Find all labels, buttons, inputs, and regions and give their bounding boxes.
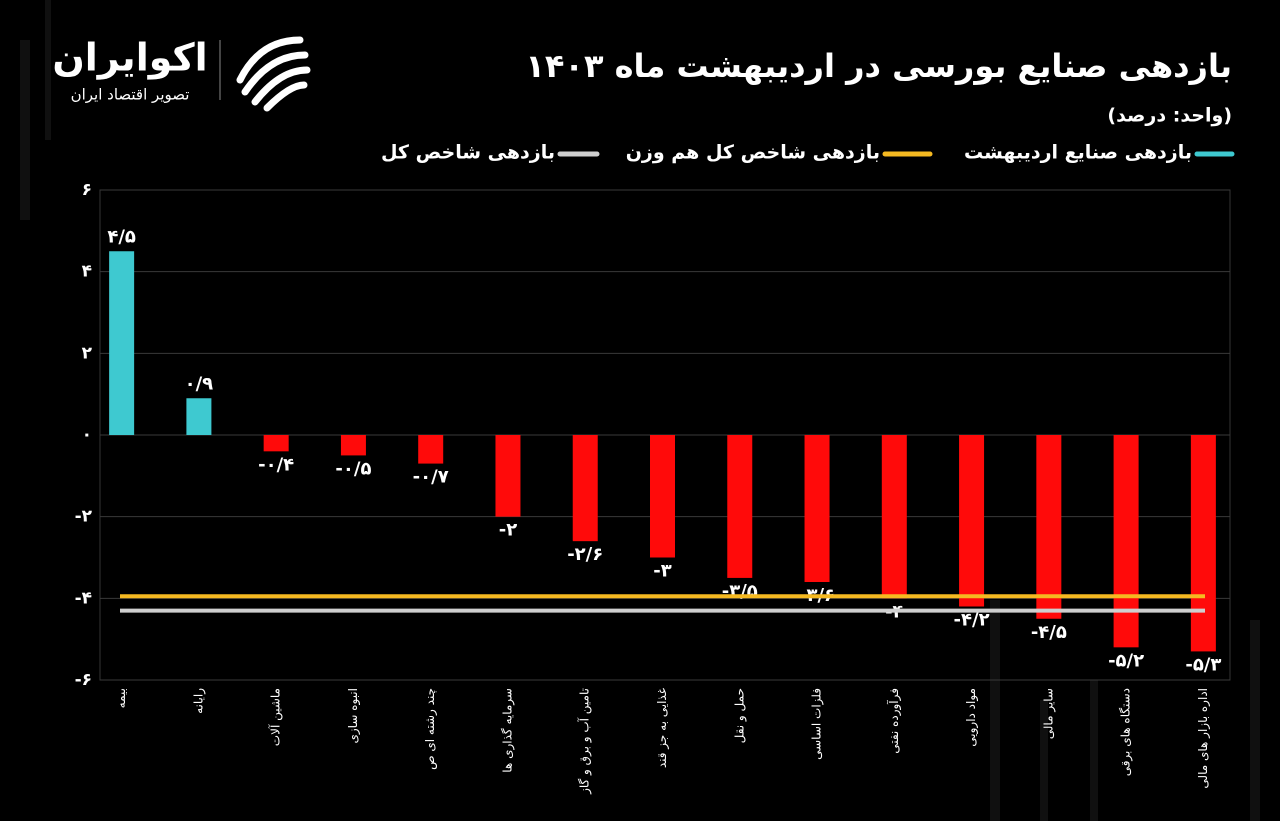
logo-icon	[236, 36, 311, 112]
value-label: -۵/۳	[1185, 654, 1221, 675]
value-label: ۴/۵	[107, 226, 136, 247]
value-label: -۴/۵	[1031, 622, 1067, 643]
bar	[263, 435, 289, 452]
bar	[727, 435, 753, 578]
x-tick-label: سرمایه گذاری ها	[500, 688, 515, 773]
bar	[572, 435, 598, 542]
y-tick-label: ۲	[82, 343, 93, 363]
x-tick-label: غذایی به جز قند	[655, 688, 670, 768]
bar	[959, 435, 985, 607]
x-tick-label: رایانه	[191, 688, 206, 714]
bar	[1036, 435, 1062, 619]
x-tick-label: چند رشته ای ص	[423, 688, 438, 770]
chart-title: بازدهی صنایع بورسی در اردیبهشت ماه ۱۴۰۳	[525, 47, 1232, 85]
value-label: -۳/۵	[722, 581, 758, 602]
bar	[650, 435, 675, 558]
bar	[495, 435, 521, 517]
x-tick-label: حمل و نقل	[732, 688, 747, 743]
x-tick-label: سایر مالی	[1041, 688, 1056, 739]
logo: اکوایران تصویر اقتصاد ایران	[52, 36, 311, 112]
bar	[1190, 435, 1216, 652]
y-tick-label: -۶	[75, 670, 92, 690]
background-decoration	[20, 0, 1260, 821]
bar	[109, 251, 135, 435]
chart-subtitle: (واحد: درصد)	[1107, 105, 1232, 127]
value-label: -۳	[653, 561, 671, 582]
value-label: ۰/۹	[185, 373, 214, 394]
y-tick-label: -۲	[75, 507, 93, 527]
x-tick-label: تامین آب و برق و گاز	[577, 688, 593, 795]
value-label: -۰/۴	[258, 454, 294, 475]
y-tick-label: ۴	[82, 262, 92, 282]
x-tick-label: بیمه	[114, 688, 128, 708]
bar	[804, 435, 830, 582]
legend-label: بازدهی شاخص کل هم وزن	[626, 142, 880, 164]
bar	[1113, 435, 1139, 648]
x-tick-label: دستگاه های برقی	[1119, 688, 1134, 776]
x-tick-label: ماشین آلات	[268, 688, 284, 746]
value-label: -۴/۲	[954, 610, 990, 631]
value-label: -۲/۶	[567, 544, 603, 565]
y-tick-label: ۶	[82, 180, 92, 200]
y-tick-label: ۰	[82, 425, 92, 445]
logo-name: اکوایران	[52, 36, 207, 80]
x-tick-label: مواد دارویی	[964, 688, 979, 747]
value-label: -۰/۷	[413, 467, 449, 488]
bar	[881, 435, 907, 599]
value-label: -۵/۲	[1108, 650, 1144, 671]
logo-tagline: تصویر اقتصاد ایران	[71, 86, 190, 104]
y-tick-label: -۴	[75, 588, 92, 608]
bar	[186, 398, 212, 435]
bar	[418, 435, 444, 464]
legend-label: بازدهی شاخص کل	[381, 142, 555, 164]
value-label: -۰/۵	[335, 458, 371, 479]
value-label: -۲	[499, 520, 517, 541]
x-tick-label: اداره بازار های مالی	[1196, 688, 1211, 789]
bar	[340, 435, 366, 456]
x-tick-label: فلزات اساسی	[810, 688, 825, 760]
legend-label: بازدهی صنایع اردیبهشت	[964, 142, 1192, 164]
x-tick-label: انبوه سازی	[346, 688, 361, 744]
x-tick-label: فرآورده نفتی	[886, 688, 902, 754]
